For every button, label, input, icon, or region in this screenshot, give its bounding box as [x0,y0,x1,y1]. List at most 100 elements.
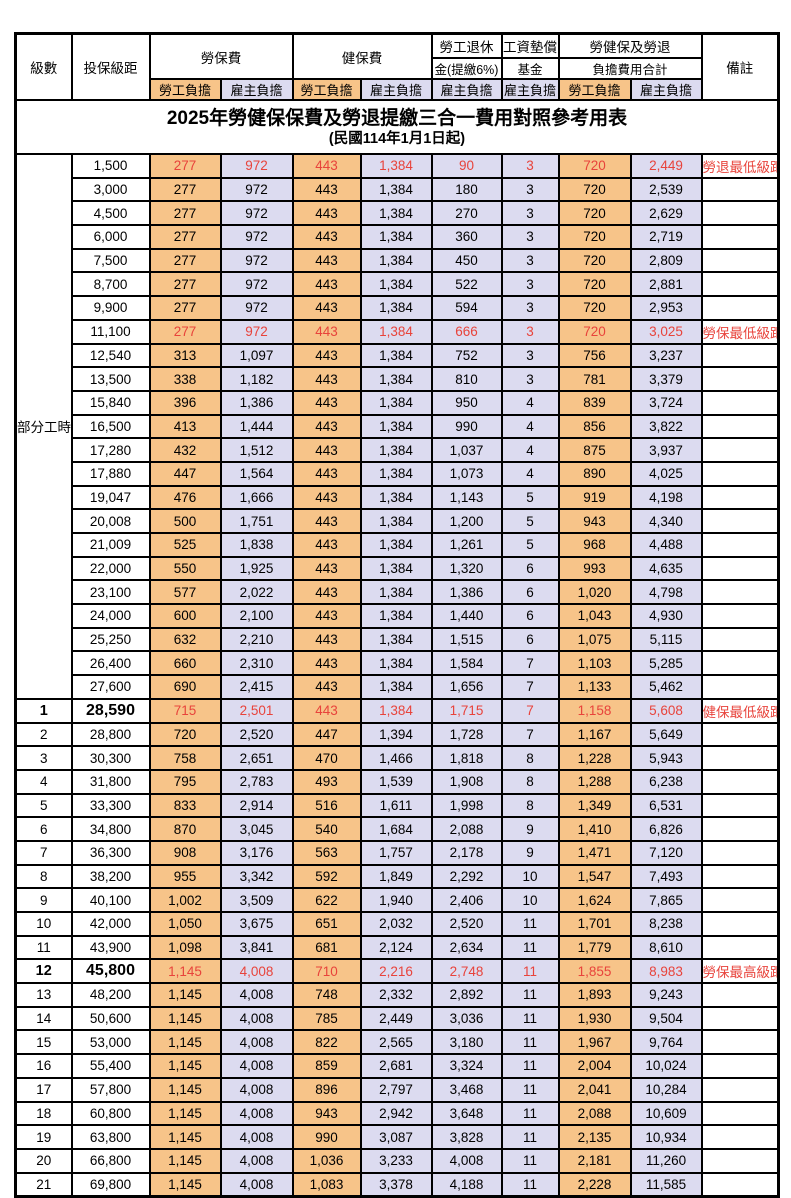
table-body: 部分工時 1,500 277 972 443 1,384 90 3 720 2,449 勞退最低級距… [14,153,780,1198]
cell-salary-bracket: 21,009 [70,532,151,558]
table-row: 8 38,200 955 3,342 592 1,849 2,292 10 1,547 7,493 [14,863,780,890]
cell-salary-bracket: 7,500 [70,247,151,274]
cell-value: 1,384 [359,318,433,345]
cell-value: 443 [291,437,362,463]
cell-value: 443 [291,176,362,203]
cell-value: 443 [291,484,362,511]
cell-value: 1,611 [359,792,433,819]
cell-value: 10 [500,863,560,890]
cell-value: 6 [500,555,560,582]
cell-value: 4,198 [629,484,703,511]
cell-value: 4,488 [629,532,703,558]
cell-value: 1,384 [359,626,433,653]
col-header-labor-insurance: 勞保費 [148,32,294,80]
cell-remark [700,508,780,534]
cell-remark [700,982,780,1008]
cell-value: 563 [291,839,362,866]
cell-value: 1,925 [219,555,294,582]
cell-remark [700,887,780,913]
cell-value: 2,216 [359,958,433,985]
cell-value: 2,124 [359,934,433,961]
cell-value: 7,120 [629,839,703,866]
subheader-labor-employee: 勞工負擔 [148,78,222,101]
cell-value: 7 [500,650,560,677]
cell-salary-bracket: 4,500 [70,200,151,227]
cell-value: 1,036 [291,1147,362,1174]
cell-value: 4,008 [219,1053,294,1079]
cell-value: 1,547 [557,863,632,890]
cell-value: 1,701 [557,911,632,937]
cell-value: 748 [291,982,362,1008]
cell-value: 277 [148,295,222,321]
cell-value: 1,967 [557,1029,632,1056]
cell-remark [700,295,780,321]
cell-value: 720 [557,176,632,203]
cell-value: 1,133 [557,674,632,700]
table-row: 6,000 277 972 443 1,384 360 3 720 2,719 [16,224,780,250]
cell-level: 3 [14,745,73,771]
cell-value: 4 [500,389,560,416]
cell-value: 11 [500,911,560,937]
cell-value: 4,008 [219,1029,294,1056]
cell-value: 2,135 [557,1124,632,1150]
cell-salary-bracket: 28,590 [70,697,151,724]
table-row: 5 33,300 833 2,914 516 1,611 1,998 8 1,349 6,531 [14,792,780,819]
cell-value: 1,410 [557,816,632,842]
cell-value: 1,043 [557,603,632,629]
cell-value: 4,025 [629,460,703,487]
cell-value: 1,384 [359,603,433,629]
cell-value: 443 [291,413,362,440]
cell-value: 7 [500,674,560,700]
cell-value: 443 [291,247,362,274]
cell-value: 2,719 [629,224,703,250]
cell-value: 443 [291,342,362,369]
cell-value: 795 [148,768,222,795]
title-row: 2025年勞健保保費及勞退提繳三合一費用對照參考用表 (民國114年1月1日起) [14,99,780,155]
cell-value: 3,841 [219,934,294,961]
cell-value: 443 [291,626,362,653]
cell-value: 660 [148,650,222,677]
cell-value: 1,384 [359,437,433,463]
cell-value: 1,384 [359,650,433,677]
cell-value: 2,415 [219,674,294,700]
cell-remark [700,1147,780,1174]
cell-salary-bracket: 17,280 [70,437,151,463]
cell-value: 1,757 [359,839,433,866]
cell-value: 443 [291,460,362,487]
cell-value: 3 [500,200,560,227]
cell-salary-bracket: 11,100 [70,318,151,345]
cell-value: 443 [291,271,362,298]
cell-value: 3 [500,247,560,274]
cell-value: 10,284 [629,1076,703,1103]
cell-remark [700,745,780,771]
cell-remark [700,911,780,937]
cell-value: 4,340 [629,508,703,534]
col-header-health-insurance: 健保費 [291,32,433,80]
cell-value: 11 [500,1171,560,1198]
cell-remark [700,579,780,606]
cell-value: 1,073 [430,460,503,487]
cell-value: 651 [291,911,362,937]
cell-value: 1,386 [430,579,503,606]
cell-level: 6 [14,816,73,842]
cell-salary-bracket: 3,000 [70,176,151,203]
cell-value: 6,238 [629,768,703,795]
table-row: 6 34,800 870 3,045 540 1,684 2,088 9 1,410 6,826 [14,816,780,842]
cell-value: 1,384 [359,342,433,369]
cell-salary-bracket: 16,500 [70,413,151,440]
cell-value: 11,260 [629,1147,703,1174]
cell-remark [700,1029,780,1056]
cell-value: 592 [291,863,362,890]
cell-level: 12 [14,958,73,985]
cell-value: 2,178 [430,839,503,866]
cell-level: 21 [14,1171,73,1198]
cell-value: 2,022 [219,579,294,606]
cell-remark [700,650,780,677]
cell-value: 11 [500,1029,560,1056]
cell-value: 1,145 [148,1147,222,1174]
cell-value: 500 [148,508,222,534]
cell-value: 972 [219,318,294,345]
cell-value: 9,504 [629,1005,703,1032]
table-row: 12,540 313 1,097 443 1,384 752 3 756 3,237 [16,342,780,369]
cell-value: 11 [500,1124,560,1150]
